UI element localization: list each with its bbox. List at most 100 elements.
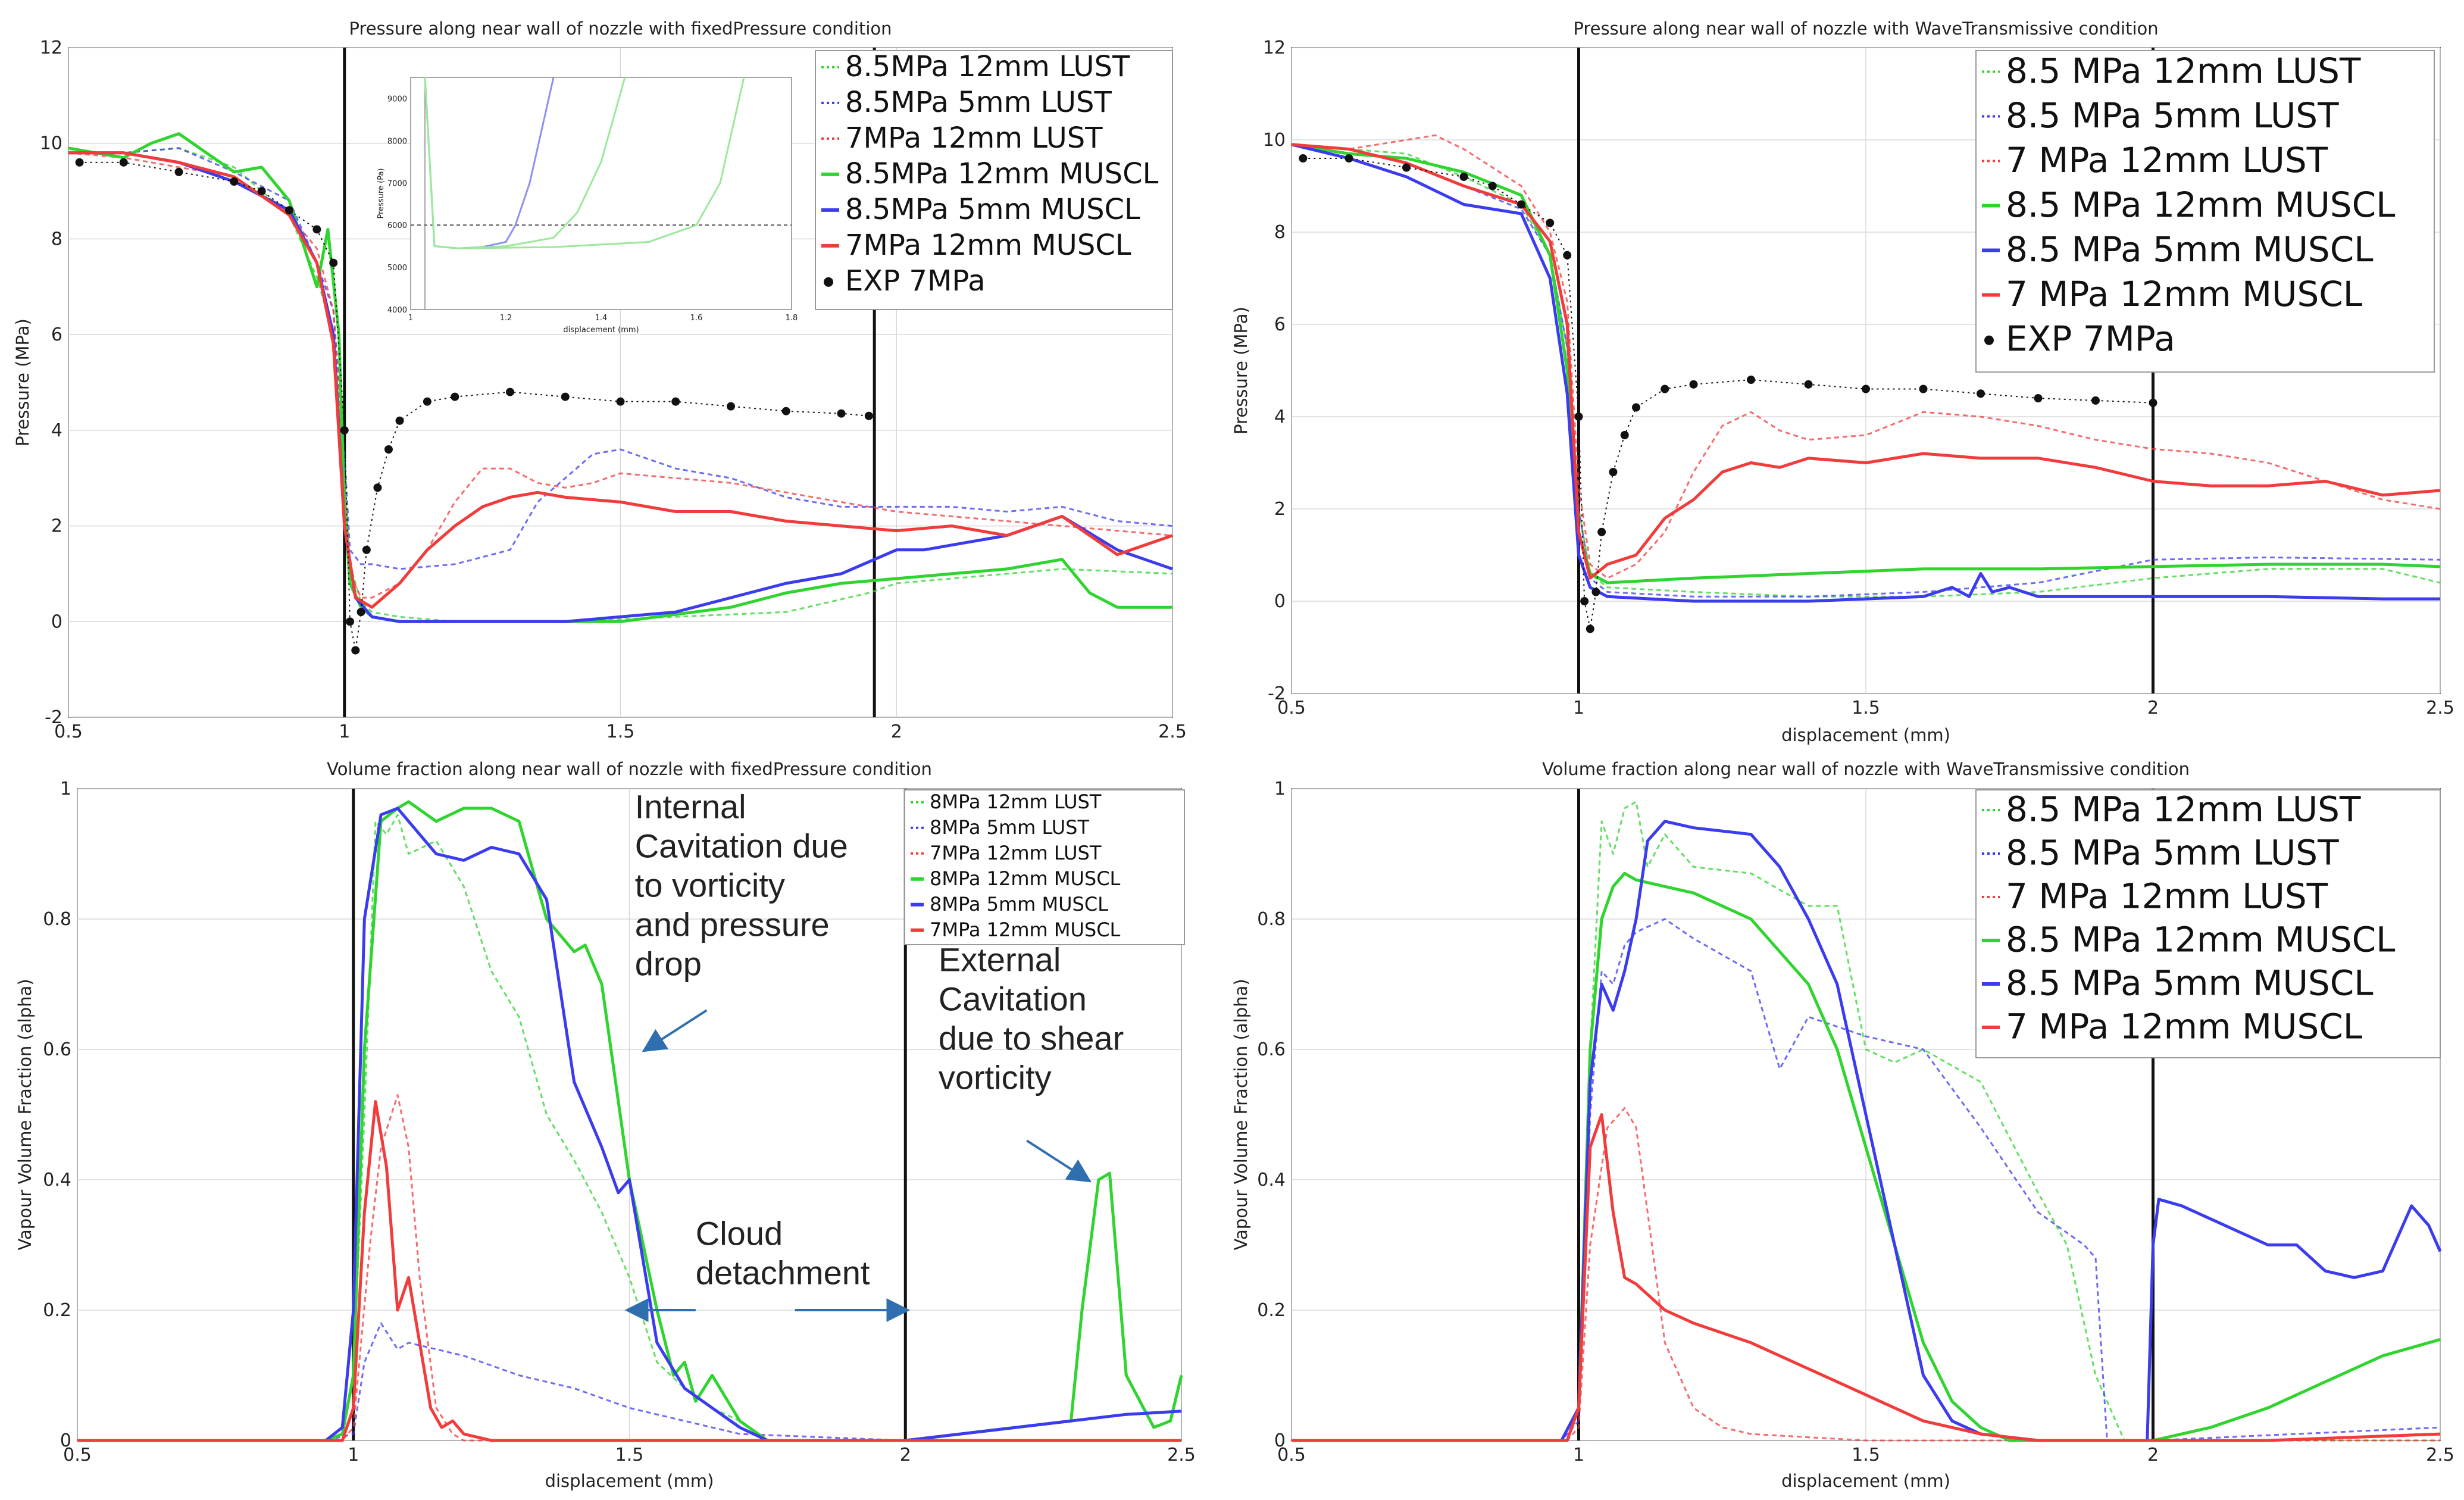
legend-label: 8.5MPa 5mm LUST bbox=[845, 86, 1112, 119]
chart-title: Pressure along near wall of nozzle with … bbox=[1573, 18, 2158, 39]
legend-label: 8MPa 12mm MUSCL bbox=[930, 867, 1121, 890]
legend-entry: 7 MPa 12mm LUST bbox=[1982, 140, 2328, 180]
legend-label: 7MPa 12mm LUST bbox=[930, 842, 1102, 864]
y-tick-label: 12 bbox=[40, 38, 62, 58]
inset-x-tick-label: 1.6 bbox=[690, 314, 703, 323]
exp-data-point bbox=[781, 407, 790, 415]
x-tick-label: 2.5 bbox=[1158, 721, 1187, 742]
exp-data-point bbox=[1977, 389, 1985, 398]
legend-label: 7MPa 12mm MUSCL bbox=[845, 229, 1131, 262]
legend-entry: 8MPa 12mm LUST bbox=[911, 790, 1102, 813]
y-tick-label: 10 bbox=[40, 133, 62, 154]
series-line-3 bbox=[77, 800, 1183, 1442]
axis-ticks: 0.5 1 1.5 2 2.5 0 0.2 0.4 0.6 0.8 1 bbox=[43, 779, 1196, 1465]
legend-label: 8.5 MPa 12mm LUST bbox=[2006, 789, 2361, 830]
x-tick-label: 2.5 bbox=[2426, 1445, 2454, 1465]
legend-entry: EXP 7MPa bbox=[1984, 318, 2175, 359]
annotation-line: Cavitation due bbox=[635, 827, 848, 864]
pressure-wavetransmissive-panel: Pressure along near wall of nozzle with … bbox=[1231, 18, 2454, 745]
y-tick-label: 8 bbox=[1274, 222, 1286, 243]
legend-entry: 7MPa 12mm MUSCL bbox=[821, 229, 1131, 262]
y-tick-label: 0.6 bbox=[1257, 1039, 1286, 1060]
inset-y-axis-label: Pressure (Pa) bbox=[377, 168, 386, 218]
series-line-4 bbox=[77, 807, 1182, 1442]
y-tick-label: 0.4 bbox=[1257, 1170, 1286, 1190]
legend-label: EXP 7MPa bbox=[845, 264, 986, 298]
x-tick-label: 2.5 bbox=[2426, 698, 2454, 718]
y-tick-label: 2 bbox=[1274, 499, 1286, 520]
x-tick-label: 1.5 bbox=[606, 721, 635, 742]
y-tick-label: 0.8 bbox=[1257, 909, 1286, 930]
annotation-line: detachment bbox=[696, 1254, 870, 1292]
exp-data-point bbox=[2149, 398, 2157, 407]
annotation-line: Internal bbox=[635, 788, 746, 825]
inset-y-tick-label: 6000 bbox=[387, 221, 407, 230]
axis-ticks: 0.5 1 1.5 2 2.5 0 0.2 0.4 0.6 0.8 1 bbox=[1257, 779, 2454, 1465]
series-line-5 bbox=[1292, 1113, 2441, 1442]
series-line-3 bbox=[1292, 871, 2441, 1442]
x-axis-label: displacement (mm) bbox=[545, 1471, 714, 1491]
legend-label: 7MPa 12mm MUSCL bbox=[930, 918, 1121, 941]
series-line-5 bbox=[1291, 143, 2441, 580]
legend-entry: EXP 7MPa bbox=[824, 264, 986, 298]
pressure-fixedpressure-panel: Pressure along near wall of nozzle with … bbox=[12, 18, 1187, 742]
y-tick-label: 0 bbox=[1274, 591, 1286, 612]
exp-data-point bbox=[362, 545, 371, 554]
legend-entry: 8.5 MPa 12mm MUSCL bbox=[1982, 920, 2395, 960]
x-tick-label: 0.5 bbox=[1277, 1445, 1306, 1465]
legend-entry: 7MPa 12mm LUST bbox=[821, 121, 1103, 155]
legend-label: 8.5 MPa 5mm LUST bbox=[2006, 833, 2339, 873]
legend-box bbox=[1975, 50, 2435, 373]
legend-box bbox=[1975, 789, 2441, 1058]
inset-series-line-2 bbox=[424, 77, 745, 249]
inset-x-axis-label: displacement (mm) bbox=[563, 326, 639, 335]
y-tick-label: 0.2 bbox=[1257, 1300, 1286, 1321]
exp-data-point bbox=[1919, 385, 1928, 393]
annotation-line: and pressure bbox=[635, 905, 830, 943]
exp-data-point bbox=[1862, 385, 1870, 393]
legend-label: 8.5 MPa 12mm MUSCL bbox=[2006, 920, 2395, 960]
legend-entry: 8.5 MPa 5mm LUST bbox=[1982, 833, 2339, 873]
exp-data-point bbox=[340, 426, 349, 435]
exp-data-point bbox=[864, 411, 873, 420]
exp-data-point bbox=[1344, 154, 1353, 162]
y-tick-label: 10 bbox=[1263, 130, 1286, 151]
legend-entry: 7MPa 12mm MUSCL bbox=[911, 918, 1121, 941]
annotation-line: to vorticity bbox=[635, 866, 785, 904]
y-tick-label: 1 bbox=[60, 779, 71, 799]
legend-label: 8MPa 5mm LUST bbox=[930, 816, 1089, 839]
exp-data-point bbox=[1488, 182, 1497, 190]
annotation-line: Cavitation bbox=[939, 980, 1087, 1018]
annotation-line: due to shear bbox=[939, 1020, 1124, 1057]
x-tick-label: 1.5 bbox=[615, 1445, 644, 1465]
series-line-4 bbox=[1291, 143, 2440, 603]
zoom-inset: displacement (mm) Pressure (Pa) 1 1.2 1.4 1… bbox=[377, 77, 798, 335]
x-tick-label: 1 bbox=[339, 721, 350, 742]
legend-label: 8.5 MPa 5mm LUST bbox=[2006, 95, 2339, 136]
axis-ticks: 0.5 1 1.5 2 2.5 -2 0 2 4 6 8 10 12 bbox=[1263, 38, 2454, 718]
series-line-2 bbox=[68, 152, 1173, 599]
x-tick-label: 2 bbox=[2147, 1445, 2159, 1465]
legend-entry: 8.5MPa 12mm LUST bbox=[821, 50, 1130, 83]
inset-x-tick-label: 1 bbox=[408, 314, 413, 323]
annotation-line: drop bbox=[635, 945, 702, 982]
y-tick-label: 0.4 bbox=[43, 1170, 71, 1190]
exp-marker-series bbox=[75, 158, 873, 655]
legend-entry: 8.5MPa 5mm LUST bbox=[821, 86, 1112, 119]
legend-entry: 8.5 MPa 12mm MUSCL bbox=[1982, 185, 2395, 225]
y-tick-label: 0.6 bbox=[43, 1039, 71, 1060]
y-axis-label: Vapour Volume Fraction (alpha) bbox=[1231, 979, 1251, 1250]
y-tick-label: 0 bbox=[51, 611, 62, 632]
legend-entry: 8MPa 12mm MUSCL bbox=[911, 867, 1121, 890]
inset-x-tick-label: 1.8 bbox=[786, 314, 798, 323]
series-line-1 bbox=[77, 1322, 1181, 1442]
exp-data-point bbox=[1574, 412, 1583, 421]
volume-fraction-wavetransmissive-panel: Volume fraction along near wall of nozzl… bbox=[1231, 759, 2454, 1491]
legend-label: 8.5 MPa 5mm MUSCL bbox=[2006, 229, 2374, 270]
series-line-4 bbox=[1292, 820, 2442, 1442]
legend-entry: 8.5MPa 12mm MUSCL bbox=[821, 157, 1159, 190]
legend-label: 7 MPa 12mm LUST bbox=[2006, 876, 2328, 917]
exp-data-point bbox=[1632, 403, 1640, 412]
